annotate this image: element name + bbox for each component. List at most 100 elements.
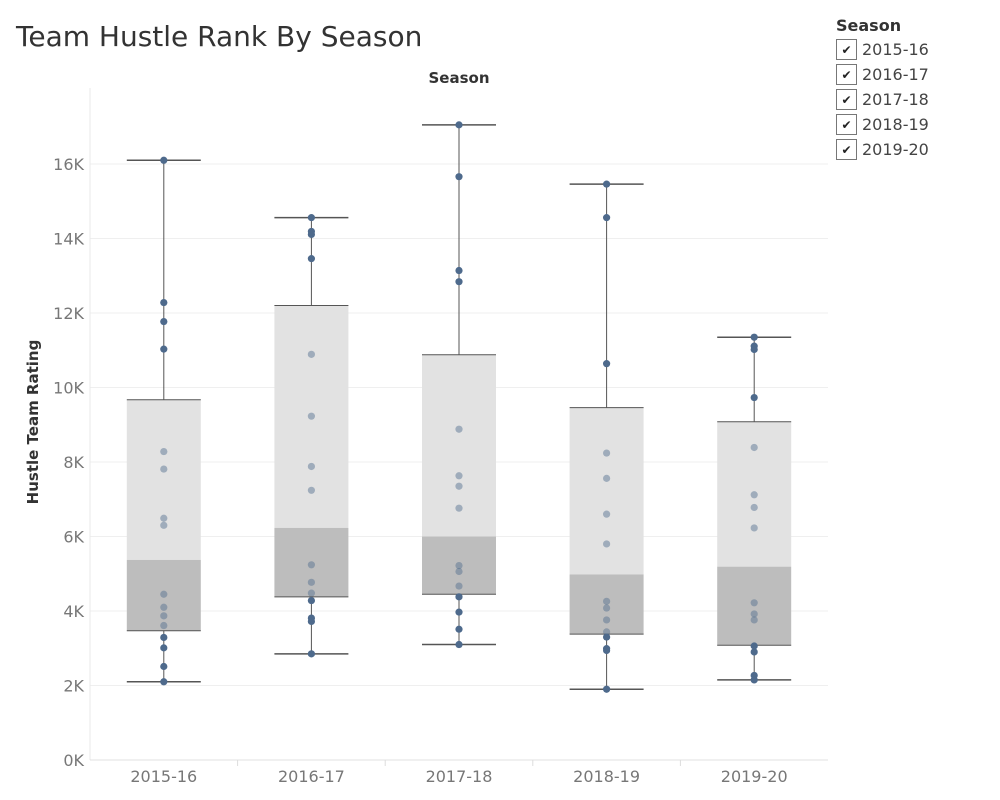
legend-label: 2017-18 [862,90,929,109]
data-point [160,621,168,630]
data-point [160,633,168,642]
data-point [160,612,168,620]
box-lower-half [422,536,496,595]
box-upper-half [717,421,792,567]
data-point [160,603,168,611]
data-point [307,596,315,605]
data-point [455,504,463,512]
legend-item-2018-19[interactable]: ✔ 2018-19 [836,112,986,137]
data-point [160,644,168,652]
chart-title: Team Hustle Rank By Season [16,20,423,53]
data-point [603,474,611,482]
data-point [160,447,168,456]
x-tick-label: 2015-16 [130,767,197,786]
data-point [455,425,463,433]
x-tick-label: 2017-18 [426,767,493,786]
data-point [750,491,758,499]
data-point [750,610,758,618]
legend-item-2015-16[interactable]: ✔ 2015-16 [836,37,986,62]
legend-label: 2019-20 [862,140,929,159]
data-point [750,676,758,684]
data-point [455,482,463,490]
box-upper-half [126,399,201,560]
data-point [455,640,463,649]
data-point [160,662,168,671]
y-tick-label: 2K [63,677,84,696]
data-point [603,616,611,624]
data-point [160,156,168,164]
x-tick-label: 2016-17 [278,767,345,786]
data-point [455,266,463,275]
box-lower-half [274,527,349,597]
data-point [603,540,611,548]
data-point [750,599,758,607]
legend-item-2019-20[interactable]: ✔ 2019-20 [836,137,986,162]
y-tick-label: 0K [63,751,84,770]
x-tick-label: 2019-20 [721,767,788,786]
box-lower-half [126,559,201,631]
checkbox-icon[interactable]: ✔ [836,139,857,160]
data-point [307,350,315,358]
data-point [603,214,611,222]
data-point [160,465,168,473]
data-point [160,514,168,522]
data-point [750,648,758,656]
data-point [307,589,315,597]
checkbox-icon[interactable]: ✔ [836,114,857,135]
data-point [455,121,463,129]
y-tick-label: 12K [53,304,84,323]
data-point [307,214,315,222]
data-point [455,582,463,590]
legend-label: 2016-17 [862,65,929,84]
data-point [307,462,315,471]
data-point [455,278,463,286]
checkbox-icon[interactable]: ✔ [836,39,857,60]
data-point [455,593,463,601]
data-point [603,597,611,605]
data-point [455,472,463,480]
box-upper-half [569,407,644,575]
data-point [750,503,758,512]
data-point [603,360,611,368]
data-point [455,608,463,616]
data-point [307,561,315,569]
data-point [750,616,758,624]
data-point [750,443,758,452]
y-tick-label: 10K [53,379,84,398]
box-lower-half [569,574,644,635]
y-tick-label: 6K [63,528,84,547]
data-point [160,345,168,353]
data-point [307,412,315,420]
legend-item-2017-18[interactable]: ✔ 2017-18 [836,87,986,112]
column-header: Season [428,69,490,87]
legend-label: 2015-16 [862,40,929,59]
checkbox-icon[interactable]: ✔ [836,89,857,110]
data-point [307,255,315,263]
checkbox-icon[interactable]: ✔ [836,64,857,85]
data-point [307,230,315,239]
data-point [455,625,463,633]
data-point [603,633,611,641]
data-point [160,298,168,307]
data-point [750,524,758,532]
data-point [160,590,168,598]
data-point [455,173,463,181]
data-point [307,650,315,658]
legend-label: 2018-19 [862,115,929,134]
data-point [750,345,758,354]
box-lower-half [717,566,792,646]
data-point [603,628,611,636]
data-point [750,393,758,402]
legend-title: Season [836,16,902,35]
data-point [603,604,611,612]
data-point [750,333,758,341]
data-point [307,578,315,586]
data-point [160,521,168,529]
data-point [750,642,758,650]
legend-item-2016-17[interactable]: ✔ 2016-17 [836,62,986,87]
data-point [307,486,315,494]
data-point [455,567,463,576]
data-point [603,449,611,457]
y-tick-label: 16K [53,155,84,174]
